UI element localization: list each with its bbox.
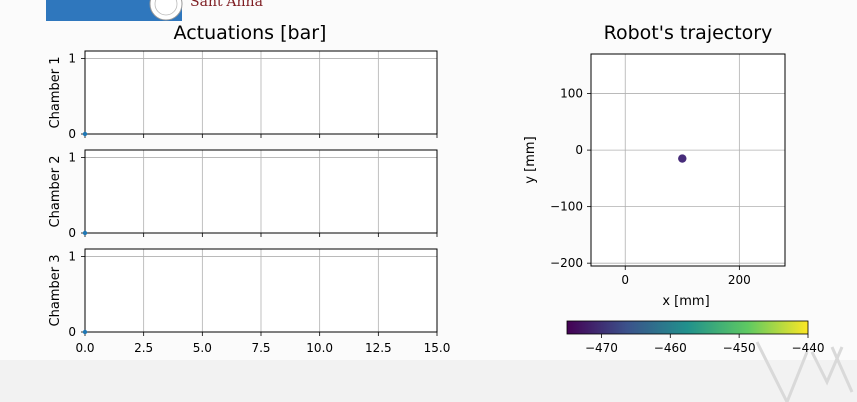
logo-text: Sant'Anna bbox=[190, 0, 263, 10]
x-tick-label: 5.0 bbox=[193, 341, 212, 355]
university-seal-icon bbox=[149, 0, 183, 21]
y-tick-label: 1 bbox=[68, 52, 76, 66]
y-tick-label: 0 bbox=[575, 143, 583, 157]
actuation-panels: 0 1 Chamber 1 0 1 Chamber 2 0 1 Chamber 3 bbox=[48, 50, 438, 339]
panel-frame bbox=[84, 149, 438, 234]
x-tick-label: 10.0 bbox=[306, 341, 333, 355]
trajectory-title: Robot's trajectory bbox=[604, 22, 773, 44]
actuations-title: Actuations [bar] bbox=[174, 22, 327, 44]
panel-y-label: Chamber 2 bbox=[48, 156, 63, 228]
y-tick-label: −200 bbox=[550, 256, 583, 270]
trajectory-plot: 0 200 100 0 −100 −200 bbox=[550, 53, 786, 287]
x-tick-label: 0.0 bbox=[75, 341, 94, 355]
y-tick-label: 1 bbox=[68, 151, 76, 165]
x-tick-label: 0 bbox=[621, 273, 629, 287]
panel-y-label: Chamber 3 bbox=[48, 255, 63, 327]
actuation-panel-1: 0 1 Chamber 1 bbox=[48, 50, 438, 141]
y-tick-label: −100 bbox=[550, 200, 583, 214]
trajectory-point bbox=[678, 154, 687, 163]
y-tick-label: 0 bbox=[68, 226, 76, 240]
watermark-icon bbox=[755, 341, 854, 402]
x-tick-label: 200 bbox=[728, 273, 751, 287]
data-point bbox=[82, 329, 88, 335]
y-tick-label: 0 bbox=[68, 127, 76, 141]
colorbar-tick-label: −460 bbox=[654, 341, 687, 355]
header-logo-strip bbox=[46, 0, 182, 21]
x-tick-label: 12.5 bbox=[365, 341, 392, 355]
colorbar: −470 −460 −450 −440 bbox=[566, 320, 825, 355]
colorbar-tick-label: −470 bbox=[585, 341, 618, 355]
y-tick-label: 100 bbox=[560, 87, 583, 101]
footer-background bbox=[0, 360, 857, 402]
time-axis-ticks: 0.0 2.5 5.0 7.5 10.0 12.5 15.0 bbox=[75, 341, 450, 355]
colorbar-bar bbox=[566, 320, 809, 335]
trajectory-y-label: y [mm] bbox=[523, 136, 538, 183]
x-tick-label: 2.5 bbox=[134, 341, 153, 355]
y-tick-label: 0 bbox=[68, 325, 76, 339]
actuation-panel-2: 0 1 Chamber 2 bbox=[48, 149, 438, 240]
data-point bbox=[82, 131, 88, 137]
trajectory-frame bbox=[590, 53, 786, 267]
panel-y-label: Chamber 1 bbox=[48, 57, 63, 129]
panel-frame bbox=[84, 50, 438, 135]
y-tick-label: 1 bbox=[68, 250, 76, 264]
x-tick-label: 15.0 bbox=[424, 341, 451, 355]
trajectory-background bbox=[591, 54, 785, 266]
data-point bbox=[82, 230, 88, 236]
x-tick-label: 7.5 bbox=[251, 341, 270, 355]
panel-frame bbox=[84, 248, 438, 333]
colorbar-tick-label: −450 bbox=[723, 341, 756, 355]
trajectory-x-label: x [mm] bbox=[662, 294, 709, 309]
actuation-panel-3: 0 1 Chamber 3 bbox=[48, 248, 438, 339]
colorbar-tick-label: −440 bbox=[792, 341, 825, 355]
